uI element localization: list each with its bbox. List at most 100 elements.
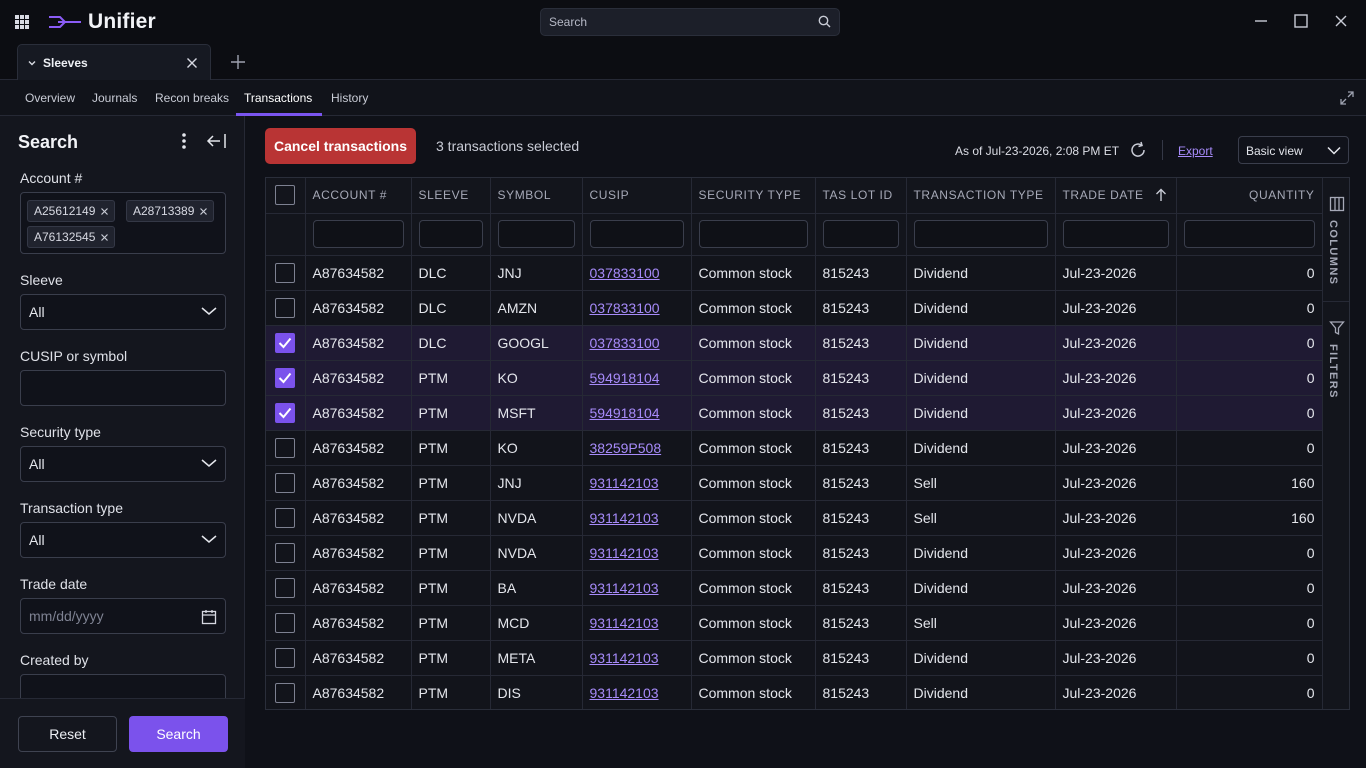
row-checkbox[interactable] bbox=[275, 647, 296, 668]
more-options-icon[interactable] bbox=[180, 132, 188, 150]
global-search[interactable] bbox=[540, 8, 840, 36]
cusip-link[interactable]: 037833100 bbox=[589, 299, 660, 316]
filters-panel-button[interactable]: FILTERS bbox=[1323, 310, 1349, 420]
trade-date-field[interactable] bbox=[20, 598, 226, 634]
tab-transactions[interactable]: Transactions bbox=[244, 91, 313, 105]
cusip-link[interactable]: 594918104 bbox=[589, 404, 660, 421]
remove-chip-icon[interactable] bbox=[200, 207, 208, 215]
collapse-sidebar-icon[interactable] bbox=[205, 132, 227, 150]
cusip-link[interactable]: 38259P508 bbox=[589, 439, 662, 456]
row-checkbox[interactable] bbox=[275, 367, 296, 388]
minimize-icon[interactable] bbox=[1252, 12, 1270, 30]
cusip-filter-input[interactable] bbox=[589, 220, 684, 248]
table-row[interactable]: A87634582 PTM MSFT 594918104 Common stock 815… bbox=[266, 395, 1323, 431]
row-checkbox[interactable] bbox=[275, 262, 296, 283]
column-header-sleeve[interactable]: SLEEVE bbox=[411, 178, 491, 214]
row-checkbox[interactable] bbox=[275, 297, 296, 318]
column-header-transaction-type[interactable]: TRANSACTION TYPE bbox=[906, 178, 1056, 214]
tab-history[interactable]: History bbox=[331, 91, 369, 105]
search-button[interactable]: Search bbox=[129, 716, 228, 752]
export-link[interactable]: Export bbox=[1178, 144, 1213, 158]
cusip-link[interactable]: 931142103 bbox=[589, 614, 659, 631]
transaction-type-select[interactable]: All bbox=[20, 522, 226, 558]
row-checkbox[interactable] bbox=[275, 682, 296, 703]
columns-panel-button[interactable]: COLUMNS bbox=[1323, 186, 1349, 296]
filter-row bbox=[266, 213, 1323, 256]
add-tab-icon[interactable] bbox=[230, 54, 246, 70]
symbol-filter-input[interactable] bbox=[497, 220, 575, 248]
account-multiselect[interactable]: A25612149 A28713389 A76132545 bbox=[20, 192, 226, 254]
close-tab-icon[interactable] bbox=[186, 57, 198, 69]
column-header-account[interactable]: ACCOUNT # bbox=[305, 178, 412, 214]
view-select[interactable]: Basic view bbox=[1238, 136, 1349, 164]
row-checkbox[interactable] bbox=[275, 577, 296, 598]
row-checkbox[interactable] bbox=[275, 402, 296, 423]
reset-button[interactable]: Reset bbox=[18, 716, 117, 752]
cusip-field[interactable] bbox=[20, 370, 226, 406]
calendar-icon[interactable] bbox=[201, 609, 217, 625]
cusip-cell: 037833100 bbox=[582, 255, 692, 291]
expand-icon[interactable] bbox=[1340, 91, 1354, 105]
sleeve-filter-input[interactable] bbox=[418, 220, 483, 248]
table-row[interactable]: A87634582 PTM NVDA 931142103 Common stock 815… bbox=[266, 535, 1323, 571]
tab-recon-breaks[interactable]: Recon breaks bbox=[155, 91, 230, 105]
cusip-link[interactable]: 931142103 bbox=[589, 649, 659, 666]
transaction-type-filter-input[interactable] bbox=[913, 220, 1048, 248]
tab-overview[interactable]: Overview bbox=[25, 91, 76, 105]
row-checkbox[interactable] bbox=[275, 332, 296, 353]
chevron-down-icon[interactable] bbox=[27, 58, 37, 68]
row-checkbox[interactable] bbox=[275, 472, 296, 493]
cusip-link[interactable]: 931142103 bbox=[589, 474, 659, 491]
table-row[interactable]: A87634582 PTM MCD 931142103 Common stock 8152… bbox=[266, 605, 1323, 641]
close-icon[interactable] bbox=[1332, 12, 1350, 30]
cusip-link[interactable]: 931142103 bbox=[589, 684, 659, 701]
trade-date-filter-input[interactable] bbox=[1062, 220, 1169, 248]
quantity-filter-input[interactable] bbox=[1183, 220, 1315, 248]
row-checkbox[interactable] bbox=[275, 437, 296, 458]
trade-date-input[interactable] bbox=[21, 599, 191, 633]
tab-sleeves[interactable]: Sleeves bbox=[17, 44, 211, 80]
select-all-checkbox[interactable] bbox=[275, 185, 296, 206]
column-header-cusip[interactable]: CUSIP bbox=[582, 178, 692, 214]
table-row[interactable]: A87634582 DLC GOOGL 037833100 Common stock 81… bbox=[266, 325, 1323, 361]
row-checkbox[interactable] bbox=[275, 507, 296, 528]
cusip-link[interactable]: 931142103 bbox=[589, 579, 659, 596]
security-type-select[interactable]: All bbox=[20, 446, 226, 482]
column-header-security-type[interactable]: SECURITY TYPE bbox=[691, 178, 816, 214]
table-row[interactable]: A87634582 DLC AMZN 037833100 Common stock 815… bbox=[266, 290, 1323, 326]
refresh-icon[interactable] bbox=[1129, 141, 1147, 159]
remove-chip-icon[interactable] bbox=[101, 207, 109, 215]
global-search-input[interactable] bbox=[541, 9, 801, 35]
security-type-filter-input[interactable] bbox=[698, 220, 808, 248]
remove-chip-icon[interactable] bbox=[101, 233, 109, 241]
table-row[interactable]: A87634582 PTM DIS 931142103 Common stock 8152… bbox=[266, 675, 1323, 709]
lot-id-filter-input[interactable] bbox=[822, 220, 899, 248]
sort-ascending-icon[interactable] bbox=[1155, 188, 1167, 202]
account-filter-input[interactable] bbox=[312, 220, 404, 248]
column-header-quantity[interactable]: QUANTITY bbox=[1176, 178, 1323, 214]
table-row[interactable]: A87634582 PTM BA 931142103 Common stock 81524… bbox=[266, 570, 1323, 606]
column-header-trade-date[interactable]: TRADE DATE bbox=[1055, 178, 1177, 214]
column-header-lot-id[interactable]: TAS LOT ID bbox=[815, 178, 907, 214]
cusip-link[interactable]: 037833100 bbox=[589, 334, 660, 351]
table-row[interactable]: A87634582 PTM KO 594918104 Common stock 81524… bbox=[266, 360, 1323, 396]
cancel-transactions-button[interactable]: Cancel transactions bbox=[265, 128, 416, 164]
sleeve-select[interactable]: All bbox=[20, 294, 226, 330]
cusip-link[interactable]: 931142103 bbox=[589, 544, 659, 561]
table-row[interactable]: A87634582 PTM NVDA 931142103 Common stock 815… bbox=[266, 500, 1323, 536]
cusip-link[interactable]: 037833100 bbox=[589, 264, 660, 281]
cusip-input[interactable] bbox=[21, 371, 191, 405]
column-header-symbol[interactable]: SYMBOL bbox=[490, 178, 583, 214]
cusip-link[interactable]: 931142103 bbox=[589, 509, 659, 526]
row-checkbox[interactable] bbox=[275, 542, 296, 563]
apps-grid-icon[interactable] bbox=[15, 15, 29, 29]
tab-journals[interactable]: Journals bbox=[92, 91, 138, 105]
cusip-link[interactable]: 594918104 bbox=[589, 369, 660, 386]
table-row[interactable]: A87634582 DLC JNJ 037833100 Common stock 8152… bbox=[266, 255, 1323, 291]
row-checkbox[interactable] bbox=[275, 612, 296, 633]
table-row[interactable]: A87634582 PTM KO 38259P508 Common stock 81524… bbox=[266, 430, 1323, 466]
maximize-icon[interactable] bbox=[1292, 12, 1310, 30]
table-row[interactable]: A87634582 PTM JNJ 931142103 Common stock 8152… bbox=[266, 465, 1323, 501]
search-icon[interactable] bbox=[818, 15, 831, 28]
table-row[interactable]: A87634582 PTM META 931142103 Common stock 815… bbox=[266, 640, 1323, 676]
